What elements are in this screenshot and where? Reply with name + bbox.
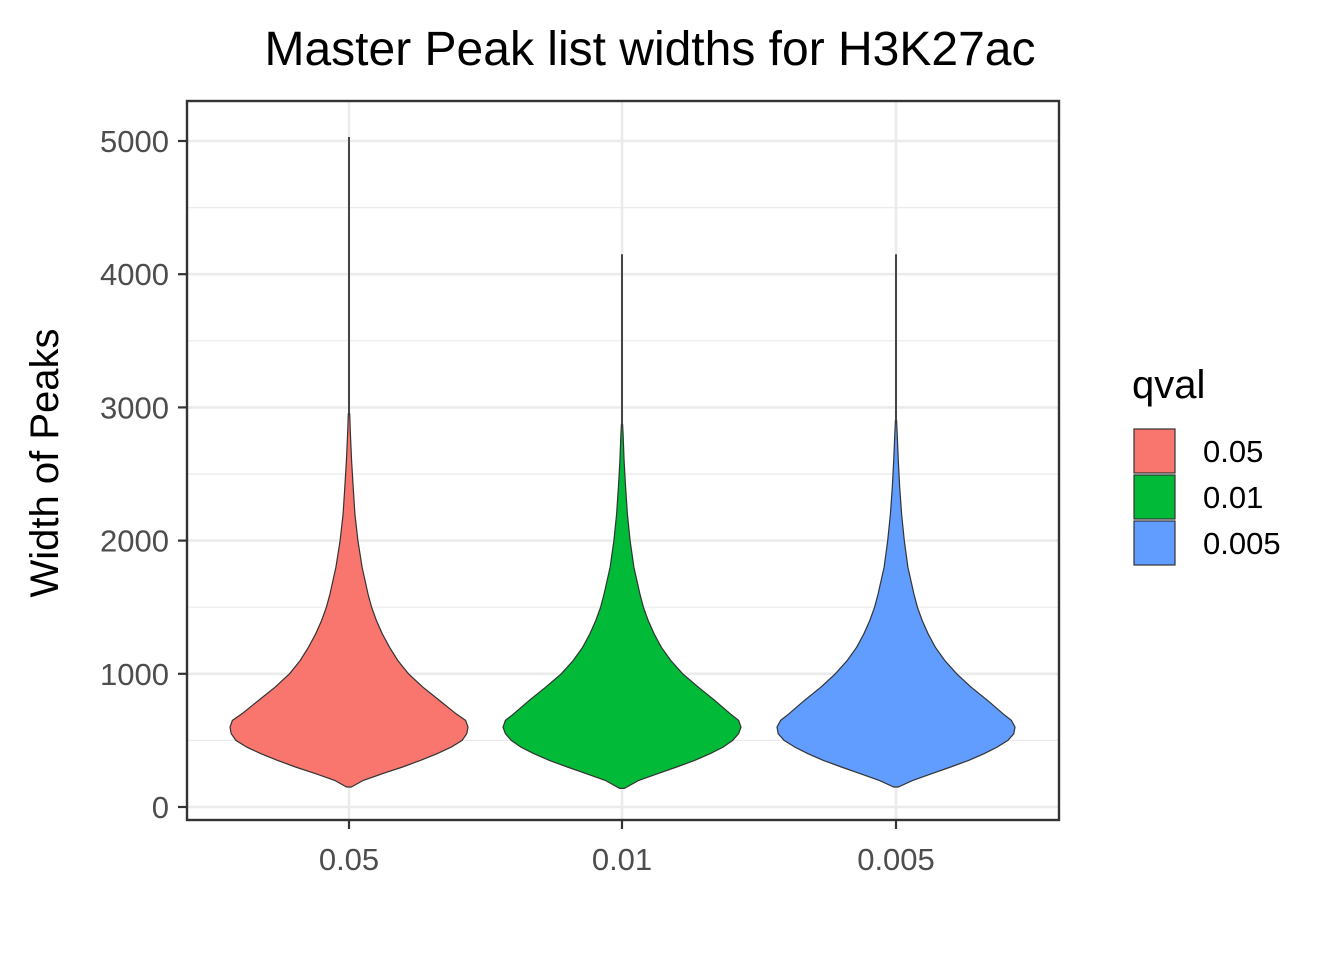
y-tick-label: 2000 xyxy=(100,524,169,559)
violin-0.05 xyxy=(229,137,469,788)
legend-label-0.005: 0.005 xyxy=(1203,526,1281,561)
violin-body xyxy=(502,424,742,789)
y-tick-label: 4000 xyxy=(100,257,169,292)
violin-body xyxy=(776,420,1016,788)
legend: qval 0.05 0.01 0.005 xyxy=(1132,363,1281,566)
legend-label-0.05: 0.05 xyxy=(1203,434,1263,469)
y-axis: 0 1000 2000 3000 4000 5000 xyxy=(100,124,187,825)
violin-0.005 xyxy=(776,254,1016,788)
legend-swatch-0.005 xyxy=(1133,520,1176,566)
violin-0.01 xyxy=(502,254,742,789)
x-tick-label: 0.01 xyxy=(592,842,652,877)
x-axis: 0.05 0.01 0.005 xyxy=(319,820,935,877)
y-tick-label: 3000 xyxy=(100,390,169,425)
legend-swatch-0.05 xyxy=(1133,428,1176,474)
chart-title: Master Peak list widths for H3K27ac xyxy=(265,23,1036,76)
legend-title: qval xyxy=(1132,363,1205,407)
y-axis-title: Width of Peaks xyxy=(23,328,67,597)
y-tick-label: 1000 xyxy=(100,657,169,692)
violin-body xyxy=(229,413,469,788)
x-tick-label: 0.005 xyxy=(857,842,935,877)
y-tick-label: 0 xyxy=(152,790,169,825)
plot-panel xyxy=(185,99,1061,822)
y-tick-label: 5000 xyxy=(100,124,169,159)
x-tick-label: 0.05 xyxy=(319,842,379,877)
legend-swatch-0.01 xyxy=(1133,474,1176,520)
legend-label-0.01: 0.01 xyxy=(1203,480,1263,515)
